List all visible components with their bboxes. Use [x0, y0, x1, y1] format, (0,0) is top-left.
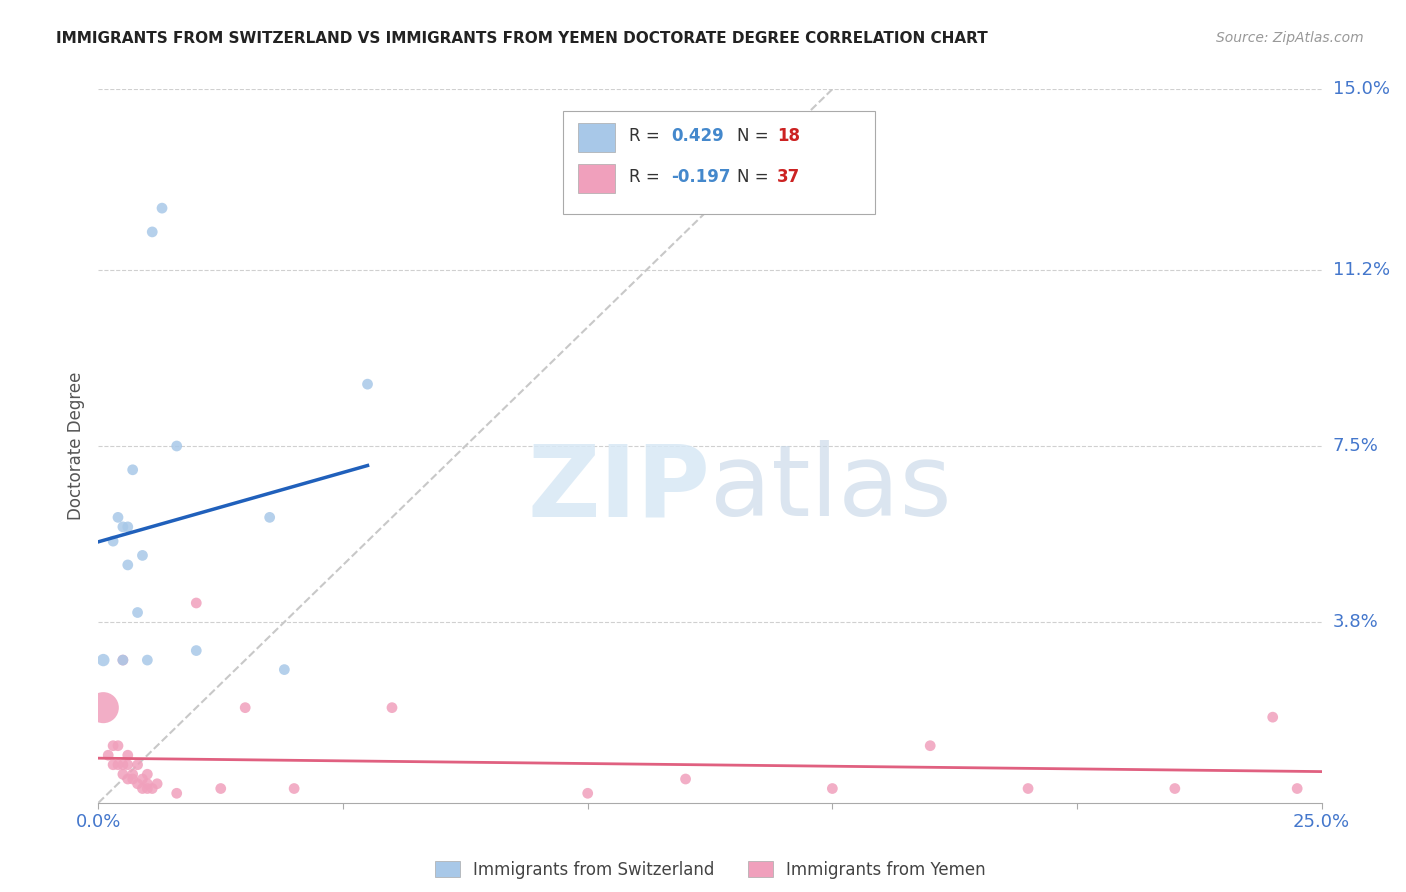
- Point: [117, 558, 139, 572]
- Point: [111, 653, 134, 667]
- Point: [273, 663, 295, 677]
- Point: [117, 520, 139, 534]
- Point: [381, 700, 404, 714]
- Point: [111, 757, 134, 772]
- Text: 0.429: 0.429: [671, 128, 724, 145]
- Point: [121, 772, 143, 786]
- Point: [97, 748, 120, 763]
- Point: [186, 643, 208, 657]
- Text: 3.8%: 3.8%: [1333, 613, 1378, 631]
- Point: [146, 777, 169, 791]
- Point: [209, 781, 232, 796]
- Point: [101, 739, 124, 753]
- Y-axis label: Doctorate Degree: Doctorate Degree: [66, 372, 84, 520]
- Point: [136, 767, 159, 781]
- Point: [117, 772, 139, 786]
- Point: [136, 777, 159, 791]
- Point: [141, 781, 163, 796]
- Point: [117, 757, 139, 772]
- Point: [1164, 781, 1187, 796]
- Point: [101, 757, 124, 772]
- Point: [920, 739, 942, 753]
- Legend: Immigrants from Switzerland, Immigrants from Yemen: Immigrants from Switzerland, Immigrants …: [426, 853, 994, 888]
- Point: [121, 463, 143, 477]
- Point: [107, 757, 129, 772]
- Point: [91, 700, 114, 714]
- FancyBboxPatch shape: [578, 123, 614, 152]
- FancyBboxPatch shape: [564, 111, 875, 214]
- Text: 15.0%: 15.0%: [1333, 80, 1389, 98]
- Point: [259, 510, 281, 524]
- Text: -0.197: -0.197: [671, 168, 730, 186]
- Text: IMMIGRANTS FROM SWITZERLAND VS IMMIGRANTS FROM YEMEN DOCTORATE DEGREE CORRELATIO: IMMIGRANTS FROM SWITZERLAND VS IMMIGRANT…: [56, 31, 988, 46]
- Point: [141, 225, 163, 239]
- Point: [101, 534, 124, 549]
- Point: [131, 772, 153, 786]
- Text: 37: 37: [778, 168, 800, 186]
- Point: [107, 510, 129, 524]
- Point: [150, 201, 173, 215]
- FancyBboxPatch shape: [578, 164, 614, 193]
- Point: [136, 653, 159, 667]
- Point: [117, 748, 139, 763]
- Point: [131, 549, 153, 563]
- Point: [821, 781, 844, 796]
- Point: [233, 700, 256, 714]
- Point: [166, 786, 188, 800]
- Point: [111, 767, 134, 781]
- Point: [107, 739, 129, 753]
- Point: [1286, 781, 1309, 796]
- Text: N =: N =: [737, 168, 773, 186]
- Text: R =: R =: [630, 168, 665, 186]
- Point: [166, 439, 188, 453]
- Point: [356, 377, 378, 392]
- Point: [121, 767, 143, 781]
- Text: 18: 18: [778, 128, 800, 145]
- Point: [675, 772, 697, 786]
- Text: 7.5%: 7.5%: [1333, 437, 1379, 455]
- Point: [576, 786, 599, 800]
- Point: [127, 757, 149, 772]
- Point: [91, 653, 114, 667]
- Text: R =: R =: [630, 128, 665, 145]
- Point: [1017, 781, 1039, 796]
- Text: Source: ZipAtlas.com: Source: ZipAtlas.com: [1216, 31, 1364, 45]
- Point: [111, 520, 134, 534]
- Text: ZIP: ZIP: [527, 441, 710, 537]
- Point: [127, 606, 149, 620]
- Text: atlas: atlas: [710, 441, 952, 537]
- Point: [1261, 710, 1284, 724]
- Point: [186, 596, 208, 610]
- Point: [127, 777, 149, 791]
- Point: [136, 781, 159, 796]
- Point: [131, 781, 153, 796]
- Point: [283, 781, 305, 796]
- Text: N =: N =: [737, 128, 773, 145]
- Text: 11.2%: 11.2%: [1333, 261, 1391, 279]
- Point: [111, 653, 134, 667]
